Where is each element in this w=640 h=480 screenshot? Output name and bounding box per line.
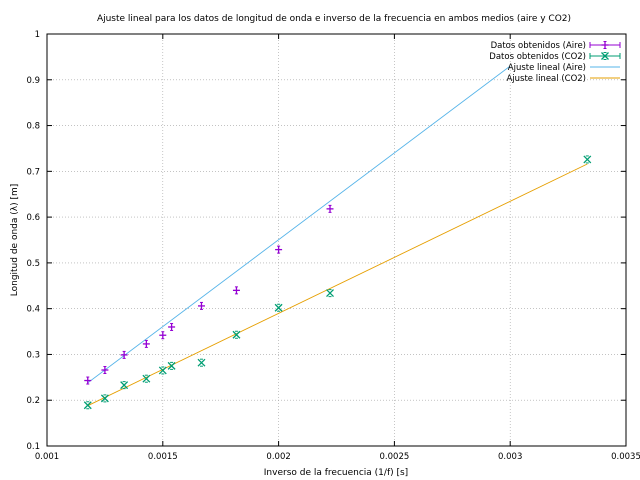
data-point [326,204,334,213]
y-tick-label: 0.8 [26,122,40,132]
data-point [232,286,240,295]
y-tick-label: 0.2 [26,396,40,406]
x-tick-label: 0.0035 [611,452,640,462]
data-point [100,394,109,403]
y-tick-label: 0.1 [26,442,40,452]
legend: Datos obtenidos (Aire)Datos obtenidos (C… [489,41,621,84]
chart-title: Ajuste lineal para los datos de longitud… [97,14,571,24]
data-point [83,401,92,410]
legend-label: Ajuste lineal (CO2) [506,74,586,84]
legend-marker [601,41,609,49]
data-point [275,245,283,254]
y-tick-label: 0.6 [26,213,40,223]
data-point [158,366,167,375]
legend-swatch [589,52,621,60]
data-point [142,374,151,383]
x-tick-label: 0.002 [266,452,290,462]
y-axis-label: Longitud de onda (λ) [m] [10,184,20,297]
x-tick-label: 0.001 [35,452,59,462]
axis-ticks: 0.001 0.0015 0.002 0.0025 0.003 0.0035 0.1 0.2 0… [26,30,640,462]
data-point [232,330,241,339]
plot-border [46,33,627,447]
data-point [120,381,129,390]
data-point [274,303,283,312]
legend-label: Datos obtenidos (CO2) [489,52,586,62]
legend-marker [601,52,609,60]
y-tick-label: 0.4 [26,305,40,315]
data-point [583,155,592,164]
x-tick-label: 0.003 [498,452,522,462]
legend-label: Datos obtenidos (Aire) [491,41,586,51]
legend-swatch [589,41,621,49]
y-tick-label: 0.7 [26,167,40,177]
data-point [101,366,109,375]
fit-line-2 [87,65,511,384]
x-tick-label: 0.0025 [380,452,410,462]
data-point [326,289,334,298]
legend-label: Ajuste lineal (Aire) [508,63,586,73]
data-points [83,155,592,410]
data-point [142,339,150,348]
data-point [159,331,167,340]
data-point [168,322,176,331]
data-point [120,350,128,359]
data-point [197,358,206,367]
x-axis-label: Inverso de la frecuencia (1/f) [s] [264,468,408,478]
data-point [167,361,176,370]
y-tick-label: 0.5 [26,259,40,269]
y-tick-label: 0.9 [26,76,40,86]
y-tick-label: 1 [35,30,40,40]
data-point [197,301,205,310]
y-tick-label: 0.3 [26,350,40,360]
grid [47,34,626,446]
x-tick-label: 0.0015 [148,452,178,462]
data-point [84,376,92,385]
